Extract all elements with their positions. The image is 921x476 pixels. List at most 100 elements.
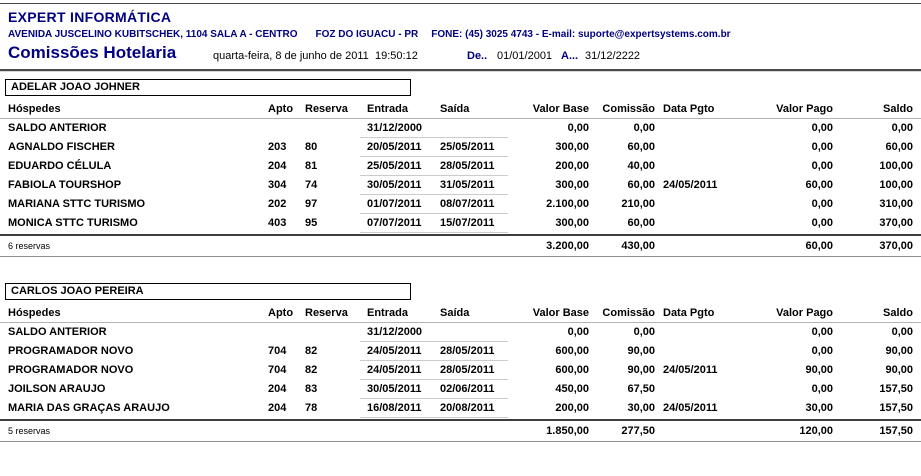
table-header-row: Hóspedes Apto Reserva Entrada Saída Valo…	[0, 304, 921, 323]
cell-guest: MARIANA STTC TURISMO	[8, 198, 146, 210]
report-title-row: Comissões Hotelaria quarta-feira, 8 de j…	[0, 43, 921, 67]
table-header-row: Hóspedes Apto Reserva Entrada Saída Valo…	[0, 100, 921, 119]
cell-valor-base: 0,00	[567, 122, 589, 134]
cell-entrada: 31/12/2000	[360, 119, 435, 138]
cell-reserva: 81	[305, 160, 318, 172]
table-row: PROGRAMADOR NOVO 704 82 24/05/2011 28/05…	[0, 342, 921, 361]
cell-reserva: 83	[305, 383, 318, 395]
cell-data-pgto	[655, 138, 735, 157]
cell-valor-pago: 0,00	[811, 383, 833, 395]
cell-entrada: 30/05/2011	[360, 380, 435, 399]
column-header-reserva: Reserva	[305, 103, 348, 115]
report-title: Comissões Hotelaria	[8, 43, 177, 62]
cell-valor-base: 600,00	[555, 345, 589, 357]
cell-saida: 28/05/2011	[435, 157, 508, 176]
column-header-apto: Apto	[268, 103, 294, 115]
cell-entrada: 01/07/2011	[360, 195, 435, 214]
cell-valor-base: 600,00	[555, 364, 589, 376]
cell-apto	[260, 323, 295, 342]
cell-saida: 25/05/2011	[435, 138, 508, 157]
report-time: 19:50:12	[375, 50, 418, 62]
table-row: MARIA DAS GRAÇAS ARAUJO 204 78 16/08/201…	[0, 399, 921, 418]
page-top-rule	[0, 3, 921, 4]
table-row: JOILSON ARAUJO 204 83 30/05/2011 02/06/2…	[0, 380, 921, 399]
cell-valor-pago: 0,00	[811, 326, 833, 338]
column-header-hospedes: Hóspedes	[8, 307, 61, 319]
cell-comissao: 0,00	[633, 326, 655, 338]
cell-comissao: 90,00	[627, 345, 655, 357]
commission-section: ADELAR JOAO JOHNER Hóspedes Apto Reserva…	[0, 79, 921, 257]
cell-valor-base: 300,00	[555, 217, 589, 229]
column-header-data-pgto: Data Pgto	[663, 307, 715, 319]
cell-valor-pago: 60,00	[805, 179, 833, 191]
cell-valor-base: 450,00	[555, 383, 589, 395]
column-header-data-pgto: Data Pgto	[663, 103, 715, 115]
cell-data-pgto: 24/05/2011	[663, 402, 718, 414]
cell-saida: 02/06/2011	[435, 380, 508, 399]
cell-data-pgto	[655, 342, 735, 361]
cell-saldo: 90,00	[885, 364, 913, 376]
date-from-value: 01/01/2001	[497, 50, 553, 62]
summary-valor-pago: 120,00	[799, 425, 833, 437]
section-title: ADELAR JOAO JOHNER	[5, 79, 411, 96]
summary-label: 6 reservas	[8, 241, 51, 251]
cell-saida: 15/07/2011	[435, 214, 508, 233]
cell-saldo: 370,00	[879, 217, 913, 229]
column-header-apto: Apto	[268, 307, 294, 319]
table-row: FABIOLA TOURSHOP 304 74 30/05/2011 31/05…	[0, 176, 921, 195]
cell-reserva	[295, 323, 360, 342]
cell-comissao: 40,00	[627, 160, 655, 172]
cell-guest: EDUARDO CÉLULA	[8, 160, 112, 172]
cell-valor-pago: 0,00	[811, 160, 833, 172]
summary-label: 5 reservas	[8, 426, 51, 436]
column-header-entrada: Entrada	[367, 307, 408, 319]
cell-saida: 20/08/2011	[435, 399, 508, 418]
cell-apto: 204	[268, 402, 287, 414]
cell-guest: PROGRAMADOR NOVO	[8, 364, 134, 376]
cell-saida: 31/05/2011	[435, 176, 508, 195]
column-header-saldo: Saldo	[883, 307, 913, 319]
cell-valor-base: 300,00	[555, 141, 589, 153]
cell-apto: 203	[268, 141, 287, 153]
cell-data-pgto	[655, 157, 735, 176]
cell-comissao: 90,00	[627, 364, 655, 376]
column-header-comissao: Comissão	[602, 307, 655, 319]
cell-apto: 403	[268, 217, 287, 229]
cell-valor-pago: 0,00	[811, 141, 833, 153]
cell-guest: FABIOLA TOURSHOP	[8, 179, 122, 191]
cell-guest: JOILSON ARAUJO	[8, 383, 106, 395]
section-summary-row: 6 reservas 3.200,00 430,00 60,00 370,00	[0, 234, 921, 257]
cell-valor-pago: 30,00	[805, 402, 833, 414]
cell-apto: 204	[268, 160, 287, 172]
cell-apto: 204	[268, 383, 287, 395]
cell-apto	[260, 119, 295, 138]
cell-saida: 08/07/2011	[435, 195, 508, 214]
cell-entrada: 24/05/2011	[360, 342, 435, 361]
cell-saida: 28/05/2011	[435, 342, 508, 361]
section-rows: SALDO ANTERIOR 31/12/2000 0,00 0,00 0,00…	[0, 323, 921, 418]
column-header-valor-base: Valor Base	[532, 307, 589, 319]
cell-data-pgto	[655, 323, 735, 342]
cell-saldo: 0,00	[891, 122, 913, 134]
cell-saldo: 0,00	[891, 326, 913, 338]
cell-guest: PROGRAMADOR NOVO	[8, 345, 134, 357]
cell-valor-pago: 0,00	[811, 217, 833, 229]
cell-entrada: 16/08/2011	[360, 399, 435, 418]
column-header-entrada: Entrada	[367, 103, 408, 115]
title-divider-rule	[0, 69, 921, 72]
cell-saldo: 157,50	[879, 383, 913, 395]
cell-guest: AGNALDO FISCHER	[8, 141, 115, 153]
report-date: quarta-feira, 8 de junho de 2011	[213, 50, 369, 62]
date-to-label: A...	[561, 50, 579, 62]
cell-saldo: 60,00	[885, 141, 913, 153]
column-header-valor-base: Valor Base	[532, 103, 589, 115]
cell-reserva: 80	[305, 141, 318, 153]
cell-data-pgto	[655, 195, 735, 214]
cell-entrada: 25/05/2011	[360, 157, 435, 176]
column-header-valor-pago: Valor Pago	[776, 307, 833, 319]
cell-guest: MARIA DAS GRAÇAS ARAUJO	[8, 402, 170, 414]
column-header-saida: Saída	[440, 103, 470, 115]
company-name: EXPERT INFORMÁTICA	[8, 9, 172, 25]
cell-valor-base: 200,00	[555, 402, 589, 414]
column-header-comissao: Comissão	[602, 103, 655, 115]
